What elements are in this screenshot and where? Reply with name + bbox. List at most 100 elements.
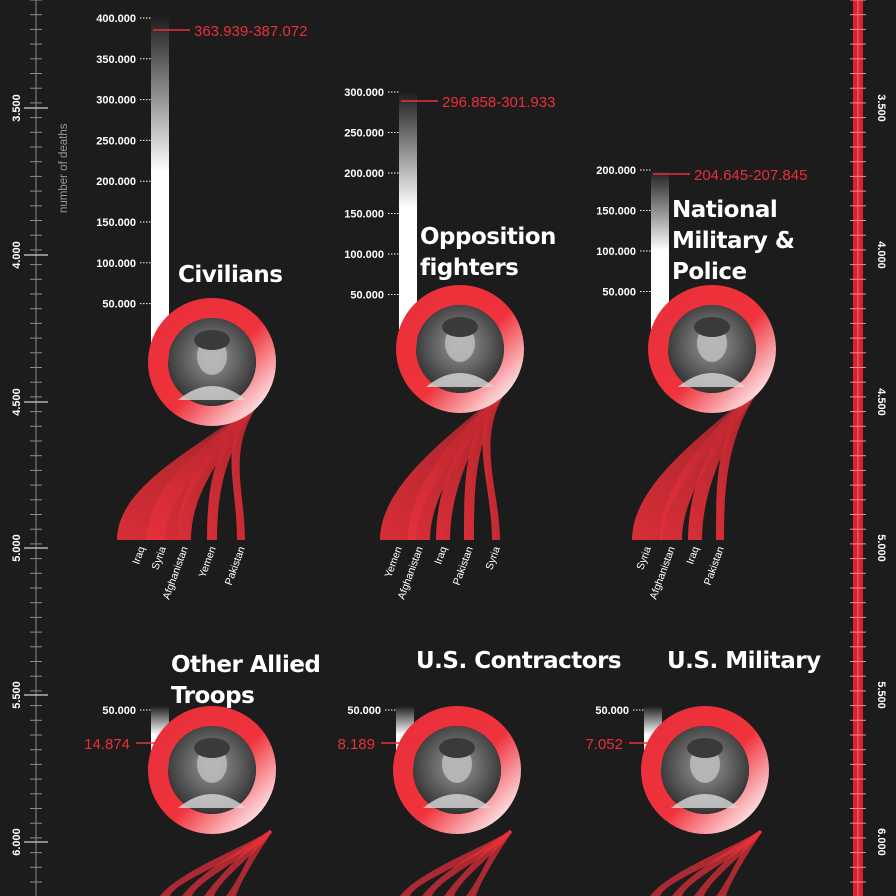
category-title: Military & [672,228,795,254]
tick-label: 400.000 [96,13,136,25]
group-other-allied-troops: Other Allied Troops 50.000 14.874 [84,652,321,834]
portrait-hair [442,317,478,337]
value-label: 8.189 [337,736,375,753]
bottom-ribbon [672,830,762,896]
portrait-hair [439,738,475,758]
tick-label: 250.000 [96,135,136,147]
category-ring [148,706,276,834]
category-title: Troops [171,683,254,709]
country-label: Yemen [196,545,218,580]
left-scale-axis: 3.500 4.000 4.500 5.000 5.500 6.000 [11,0,48,896]
left-scale-label: 4.500 [11,388,23,416]
tick-label: 300.000 [96,95,136,107]
tick-label: 250.000 [344,128,384,140]
bottom-ribbon [466,830,512,896]
category-title: National [672,197,777,223]
group-u-s-military: U.S. Military 50.000 7.052 [585,648,822,834]
country-ribbon [436,387,508,540]
tick-label: 200.000 [96,176,136,188]
portrait-shoulders [678,373,746,387]
value-bar [399,92,417,349]
left-scale-label: 4.000 [11,241,23,269]
right-scale-label: 5.500 [875,681,887,709]
category-ring [396,285,524,413]
y-axis-label: number of deaths [58,123,70,213]
portrait-hair [687,738,723,758]
right-scale-label: 6.000 [875,828,887,856]
right-scale-label: 3.500 [875,94,887,122]
country-ribbon [231,400,260,540]
category-ring [641,706,769,834]
portrait-shoulders [426,373,494,387]
country-ribbon [688,387,760,540]
category-title: fighters [420,255,518,281]
category-title: Civilians [178,262,283,288]
group-u-s-contractors: U.S. Contractors 50.000 8.189 [337,648,622,834]
country-label: Iraq [684,545,702,566]
portrait-shoulders [423,794,491,808]
country-label: Yemen [382,545,404,580]
right-scale-label: 4.000 [875,241,887,269]
tick-label: 150.000 [96,217,136,229]
right-scale-label: 4.500 [875,388,887,416]
bottom-ribbon [226,830,272,896]
bottom-ribbon [650,830,762,896]
left-scale-label: 5.000 [11,534,23,562]
category-title: Police [672,259,747,285]
country-ribbon [482,387,508,540]
country-ribbon [660,387,760,540]
tick-label: 200.000 [596,165,636,177]
tick-label: 50.000 [102,705,136,717]
category-title: U.S. Military [667,648,821,674]
tick-label: 50.000 [595,705,629,717]
tick-label: 50.000 [102,299,136,311]
left-scale-label: 5.500 [11,681,23,709]
country-label: Iraq [130,545,148,566]
category-title: U.S. Contractors [416,648,621,674]
value-bar [651,170,669,349]
portrait-shoulders [178,386,246,400]
country-label: Iraq [432,545,450,566]
bottom-ribbon [182,830,272,896]
bottom-ribbon [422,830,512,896]
country-label: Pakistan [702,545,727,587]
tick-label: 300.000 [344,87,384,99]
tick-label: 350.000 [96,54,136,66]
bottom-ribbon [444,830,512,896]
value-label: 14.874 [84,736,130,753]
value-label: 7.052 [585,736,623,753]
left-scale-label: 3.500 [11,94,23,122]
tick-label: 100.000 [344,249,384,261]
category-title: Other Allied [171,652,320,678]
value-range-label: 296.858-301.933 [442,94,555,111]
portrait-shoulders [671,794,739,808]
bottom-ribbon [400,830,512,896]
country-label: Syria [634,545,654,572]
tick-label: 200.000 [344,168,384,180]
category-title: Opposition [420,224,556,250]
category-ring [648,285,776,413]
country-ribbon [408,387,508,540]
portrait-shoulders [178,794,246,808]
country-ribbon [207,400,260,540]
tick-label: 50.000 [350,290,384,302]
right-scale-label: 5.000 [875,534,887,562]
tick-label: 150.000 [596,206,636,218]
country-ribbon [716,387,760,540]
value-range-label: 204.645-207.845 [694,167,807,184]
tick-label: 50.000 [347,705,381,717]
portrait-hair [694,317,730,337]
country-label: Syria [483,545,503,572]
value-bar [151,16,169,362]
country-label: Pakistan [451,545,476,587]
bottom-ribbon [204,830,272,896]
portrait-hair [194,738,230,758]
country-label: Syria [149,545,169,572]
left-scale-label: 6.000 [11,828,23,856]
country-label: Pakistan [223,545,248,587]
